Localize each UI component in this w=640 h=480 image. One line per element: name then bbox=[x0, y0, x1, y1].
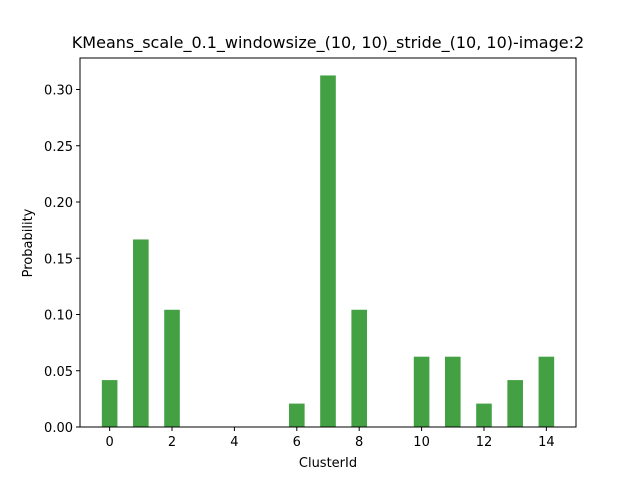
y-axis-label: Probability bbox=[21, 208, 36, 277]
y-tick-label: 0.00 bbox=[44, 421, 73, 436]
x-tick-label: 4 bbox=[230, 435, 238, 450]
y-tick-label: 0.10 bbox=[44, 309, 73, 324]
bar-cluster-11 bbox=[444, 356, 461, 427]
y-tick-label: 0.25 bbox=[44, 140, 73, 155]
x-tick-label: 14 bbox=[538, 435, 555, 450]
bar-cluster-2 bbox=[164, 309, 180, 427]
x-tick-label: 6 bbox=[293, 435, 301, 450]
bar-cluster-0 bbox=[101, 380, 118, 427]
y-tick-label: 0.15 bbox=[44, 252, 73, 267]
bar-cluster-6 bbox=[289, 403, 305, 427]
bar-cluster-10 bbox=[413, 356, 430, 427]
bar-cluster-1 bbox=[133, 239, 149, 427]
x-tick-label: 10 bbox=[413, 435, 430, 450]
bar-cluster-13 bbox=[507, 380, 523, 427]
x-tick-label: 8 bbox=[355, 435, 363, 450]
plot-frame bbox=[79, 57, 577, 428]
y-axis: 0.00 0.05 0.10 0.15 0.20 0.25 0.30 bbox=[44, 84, 80, 436]
y-tick-label: 0.30 bbox=[44, 84, 73, 99]
x-tick-label: 0 bbox=[105, 435, 113, 450]
y-tick-label: 0.20 bbox=[44, 196, 73, 211]
bar-cluster-7 bbox=[320, 75, 336, 427]
chart-title: KMeans_scale_0.1_windowsize_(10, 10)_str… bbox=[72, 33, 584, 53]
x-tick-label: 2 bbox=[168, 435, 176, 450]
bar-cluster-12 bbox=[476, 403, 492, 427]
x-axis: 0 2 4 6 8 10 12 14 bbox=[105, 427, 555, 450]
x-axis-label: ClusterId bbox=[299, 456, 357, 471]
bar-cluster-14 bbox=[538, 356, 555, 427]
y-tick-label: 0.05 bbox=[44, 365, 73, 380]
bar-cluster-8 bbox=[351, 309, 367, 427]
x-tick-label: 12 bbox=[476, 435, 493, 450]
bars-group bbox=[101, 75, 555, 427]
